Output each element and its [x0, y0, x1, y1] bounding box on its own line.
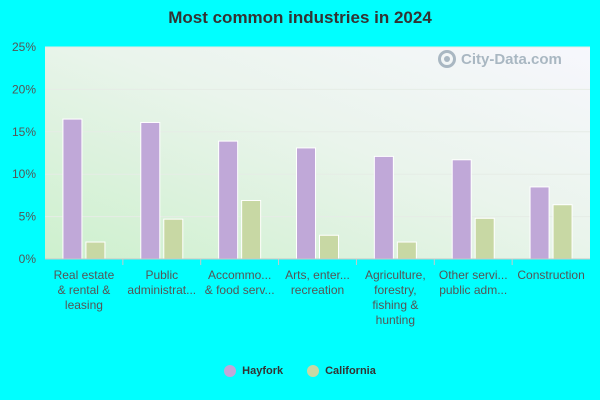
y-tick-label: 10% — [12, 167, 36, 181]
x-tick-label: & rental & — [58, 283, 111, 297]
x-tick-label: hunting — [376, 313, 415, 327]
y-tick-label: 5% — [19, 210, 37, 224]
bar-california — [241, 199, 262, 260]
bar-hayfork — [296, 147, 316, 260]
y-tick-label: 20% — [12, 82, 36, 96]
bar-hayfork — [140, 121, 161, 260]
x-tick-label: Arts, enter... — [285, 268, 350, 282]
bar-california — [163, 218, 184, 260]
bar-hayfork — [529, 186, 550, 260]
bar-california — [552, 204, 573, 260]
x-tick-label: leasing — [65, 298, 103, 312]
bar-hayfork — [218, 140, 239, 260]
legend: Hayfork California — [0, 365, 600, 377]
y-tick-label: 15% — [12, 125, 36, 139]
x-tick-label: administrat... — [127, 283, 196, 297]
legend-swatch-hayfork — [224, 365, 237, 377]
x-tick-label: Accommo... — [208, 268, 271, 282]
legend-item-california: California — [307, 365, 376, 377]
x-tick-label: fishing & — [372, 298, 418, 312]
legend-label-california: California — [325, 365, 376, 377]
legend-item-hayfork: Hayfork — [224, 365, 283, 377]
x-tick-label: Construction — [517, 268, 584, 282]
x-tick-label: Agriculture, — [365, 268, 426, 282]
chart-title: Most common industries in 2024 — [168, 8, 432, 27]
bar-california — [319, 234, 339, 260]
legend-swatch-california — [307, 365, 320, 377]
bar-california — [85, 241, 106, 260]
legend-label-hayfork: Hayfork — [242, 365, 284, 377]
city-data-logo-icon — [438, 50, 456, 68]
bar-hayfork — [62, 118, 83, 260]
plot-background — [45, 47, 590, 259]
y-tick-label: 25% — [12, 40, 36, 54]
x-tick-label: Other servi... — [439, 268, 508, 282]
x-tick-label: Real estate — [54, 268, 115, 282]
y-tick-label: 0% — [19, 252, 37, 266]
bar-california — [474, 217, 495, 260]
x-tick-label: forestry, — [374, 283, 416, 297]
x-tick-label: & food serv... — [205, 283, 275, 297]
bar-california — [396, 241, 417, 260]
x-tick-label: public adm... — [439, 283, 507, 297]
bar-hayfork — [373, 155, 394, 260]
x-tick-label: recreation — [291, 283, 344, 297]
watermark-text: City-Data.com — [461, 50, 562, 68]
bar-hayfork — [451, 159, 472, 260]
x-tick-label: Public — [145, 268, 178, 282]
watermark: City-Data.com — [438, 50, 562, 68]
